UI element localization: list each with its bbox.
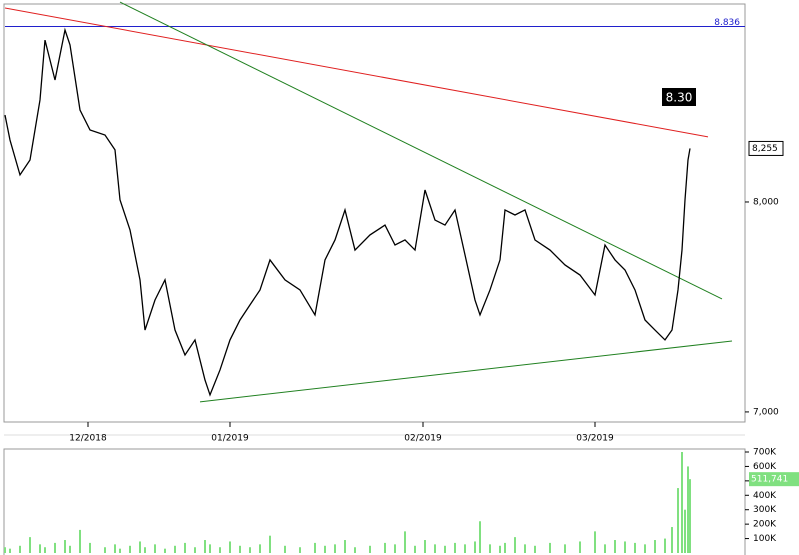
volume-bar	[644, 544, 646, 553]
price-line	[4, 27, 691, 397]
y-tick-label: 7,000	[753, 407, 779, 417]
volume-bar	[259, 544, 261, 553]
last-value-box	[749, 472, 799, 487]
y-tick-label: 100K	[753, 534, 777, 544]
volume-bar	[104, 547, 106, 553]
volume-bar	[534, 545, 536, 553]
volume-bar	[454, 542, 456, 553]
volume-bar	[604, 544, 606, 553]
volume-bar	[514, 537, 516, 553]
volume-bar	[474, 541, 476, 553]
volume-bar	[444, 545, 446, 553]
volume-bar	[219, 547, 221, 553]
volume-bar	[684, 509, 686, 553]
volume-bar	[564, 544, 566, 553]
y-tick-label: 8,000	[753, 197, 779, 207]
volume-bar	[404, 531, 406, 553]
annotation: 8.30	[666, 91, 693, 105]
volume-bar	[129, 545, 131, 553]
volume-bar	[89, 542, 91, 553]
volume-bar	[324, 545, 326, 553]
volume-bar	[154, 544, 156, 553]
volume-bar	[434, 544, 436, 553]
volume-bar	[681, 452, 683, 553]
volume-bar	[114, 544, 116, 553]
horizontal-line-label: 8.836	[714, 18, 740, 28]
volume-bar	[284, 545, 286, 553]
volume-bar	[334, 544, 336, 553]
y-tick-label: 300K	[753, 505, 777, 515]
volume-panel	[3, 448, 746, 555]
volume-bar	[677, 488, 679, 553]
volume-bar	[139, 541, 141, 553]
volume-bar	[184, 542, 186, 553]
volume-bar	[579, 541, 581, 553]
volume-bar	[614, 540, 616, 553]
volume-bar	[384, 542, 386, 553]
volume-bar	[249, 547, 251, 553]
volume-bar	[344, 540, 346, 553]
annotation-box	[662, 88, 696, 106]
x-tick-label: 12/2018	[69, 434, 107, 444]
volume-bar	[44, 547, 46, 553]
volume-bar	[664, 538, 666, 553]
volume-bar	[269, 535, 271, 553]
x-tick-label: 02/2019	[404, 434, 442, 444]
volume-bar	[479, 521, 481, 553]
volume-bar	[144, 547, 146, 553]
trend-line	[4, 7, 709, 138]
volume-bar	[194, 547, 196, 553]
volume-bar	[209, 544, 211, 553]
volume-bar	[414, 545, 416, 553]
volume-bar	[69, 545, 71, 553]
volume-bar	[504, 542, 506, 553]
last-value-box	[748, 140, 784, 156]
volume-bar	[654, 540, 656, 553]
volume-bar	[687, 466, 689, 553]
volume-bar	[299, 547, 301, 553]
volume-bar	[239, 545, 241, 553]
y-tick-label: 400K	[753, 491, 777, 501]
volume-bar	[314, 542, 316, 553]
volume-bar	[19, 545, 21, 553]
last-value-label: 8,255	[752, 144, 778, 154]
volume-bar	[354, 547, 356, 553]
trend-line	[119, 1, 723, 300]
volume-bar	[64, 540, 66, 553]
volume-bar	[549, 542, 551, 553]
volume-bar	[229, 541, 231, 553]
y-tick-label: 200K	[753, 520, 777, 530]
volume-bar	[624, 541, 626, 553]
volume-bar	[369, 545, 371, 553]
volume-bar	[164, 548, 166, 553]
volume-bar	[4, 547, 6, 553]
y-tick-label: 600K	[753, 462, 777, 472]
volume-bar	[634, 542, 636, 553]
volume-bar	[594, 531, 596, 553]
trend-line	[199, 340, 733, 403]
volume-bar	[39, 544, 41, 553]
volume-bar	[79, 529, 81, 553]
volume-bar	[524, 544, 526, 553]
volume-bar	[394, 544, 396, 553]
y-tick-label: 700K	[753, 448, 777, 458]
volume-bar	[29, 537, 31, 553]
volume-bar	[174, 545, 176, 553]
volume-bar	[9, 548, 11, 553]
volume-bar	[499, 545, 501, 553]
last-value-label: 511,741	[751, 475, 788, 485]
volume-bar	[424, 540, 426, 553]
volume-bar	[54, 542, 56, 553]
x-tick-label: 01/2019	[211, 434, 249, 444]
volume-bar	[204, 540, 206, 553]
volume-bar	[689, 479, 691, 553]
price-panel	[3, 3, 746, 423]
volume-bar	[671, 527, 673, 553]
volume-bar	[119, 548, 121, 553]
volume-bar	[464, 544, 466, 553]
volume-bar	[489, 544, 491, 553]
x-tick-label: 03/2019	[576, 434, 614, 444]
